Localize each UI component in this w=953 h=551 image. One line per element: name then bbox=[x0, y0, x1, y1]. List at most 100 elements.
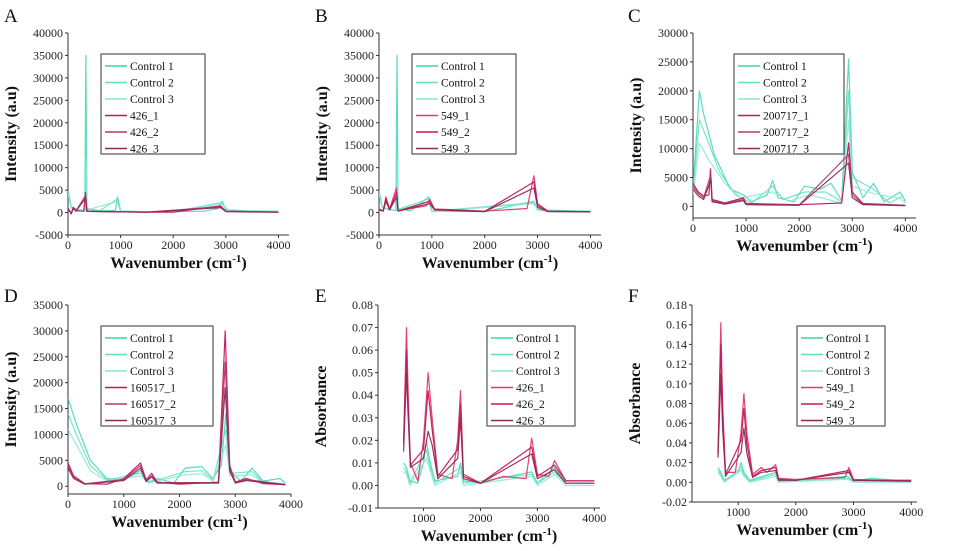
series-line-control-2 bbox=[68, 413, 286, 485]
y-tick-label: 0 bbox=[682, 199, 688, 213]
x-tick-label: 1000 bbox=[109, 238, 133, 252]
legend: Control 1 Control 2 Control 3 426_1 426_2 426… bbox=[486, 325, 576, 428]
series-line-control-3 bbox=[717, 469, 912, 483]
y-tick-label: 0.06 bbox=[666, 416, 687, 430]
y-tick-label: 0.04 bbox=[666, 436, 687, 450]
x-tick-label: 1000 bbox=[420, 238, 444, 252]
legend-label: 160517_1 bbox=[130, 383, 176, 395]
y-tick-label: 10000 bbox=[33, 161, 63, 175]
legend-box bbox=[100, 325, 214, 427]
legend-label: 200717_3 bbox=[763, 144, 809, 156]
y-tick-label: 25000 bbox=[33, 93, 63, 107]
legend-label: Control 1 bbox=[130, 333, 174, 345]
y-tick-label: 0.03 bbox=[352, 411, 373, 425]
y-axis-title: Intensity (a.u) bbox=[628, 77, 645, 173]
legend-label: 426_3 bbox=[516, 416, 545, 428]
x-tick-label: 3000 bbox=[842, 505, 866, 519]
legend-label: 426_3 bbox=[130, 144, 159, 156]
y-tick-label: -0.02 bbox=[662, 495, 687, 509]
legend-box bbox=[796, 325, 886, 427]
y-tick-label: 0 bbox=[57, 206, 63, 220]
x-tick-label: 2000 bbox=[161, 238, 185, 252]
y-axis-title: Absorbance bbox=[627, 363, 644, 445]
x-axis-title: Wavenumber (cm-1) bbox=[736, 236, 872, 255]
x-tick-label: 2000 bbox=[468, 511, 492, 525]
y-tick-label: -5000 bbox=[35, 228, 63, 242]
legend-label: 549_1 bbox=[826, 383, 855, 395]
y-tick-label: 10000 bbox=[658, 142, 688, 156]
x-tick-label: 4000 bbox=[582, 511, 606, 525]
legend-label: 200717_1 bbox=[763, 111, 809, 123]
series-line-200717-3 bbox=[693, 162, 906, 207]
series-line-control-3 bbox=[379, 158, 591, 213]
x-axis-title: Wavenumber (cm-1) bbox=[422, 253, 558, 272]
y-tick-label: 0.02 bbox=[352, 433, 373, 447]
panel-letter: A bbox=[4, 6, 18, 27]
series-line-control-3 bbox=[693, 119, 906, 204]
y-tick-label: 0.08 bbox=[352, 298, 373, 312]
y-tick-label: 10000 bbox=[33, 427, 63, 441]
series-line-control-3 bbox=[68, 429, 286, 485]
x-tick-label: 3000 bbox=[525, 511, 549, 525]
y-tick-label: 20000 bbox=[33, 116, 63, 130]
series-line-426-3 bbox=[403, 372, 595, 484]
y-tick-label: 15000 bbox=[33, 402, 63, 416]
y-tick-label: 30000 bbox=[658, 26, 688, 40]
x-tick-label: 2000 bbox=[473, 238, 497, 252]
x-tick-label: 0 bbox=[690, 221, 696, 235]
x-tick-label: 1000 bbox=[112, 497, 136, 511]
x-tick-label: 3000 bbox=[223, 497, 247, 511]
legend-label: 426_1 bbox=[516, 383, 545, 395]
series-line-control-2 bbox=[693, 90, 906, 204]
legend-label: Control 2 bbox=[763, 78, 807, 90]
legend-box bbox=[411, 53, 517, 155]
y-tick-label: 0.00 bbox=[352, 478, 373, 492]
y-axis-title: Intensity (a.u) bbox=[314, 86, 331, 182]
panel-c: C 0 5000 10000 15000 20000 25000 30000 0 1000 2000… bbox=[628, 6, 917, 255]
x-axis-title: Wavenumber (cm-1) bbox=[736, 520, 872, 539]
x-axis-title: Wavenumber (cm-1) bbox=[110, 253, 246, 272]
legend-label: 549_3 bbox=[826, 416, 855, 428]
legend: Control 1 Control 2 Control 3 549_1 549_2 549… bbox=[796, 325, 886, 428]
y-tick-label: 0.18 bbox=[666, 298, 687, 312]
series-group bbox=[403, 327, 595, 486]
y-tick-label: 5000 bbox=[39, 453, 63, 467]
x-tick-label: 1000 bbox=[734, 221, 758, 235]
y-tick-label: 0.12 bbox=[666, 357, 687, 371]
y-tick-label: 35000 bbox=[33, 298, 63, 312]
legend-label: 549_1 bbox=[441, 111, 470, 123]
legend-label: Control 1 bbox=[130, 61, 174, 73]
panel-d: D 0 5000 10000 15000 20000 25000 30000 35000 0 100… bbox=[3, 286, 303, 531]
y-tick-label: 25000 bbox=[344, 93, 374, 107]
y-tick-label: 0 bbox=[368, 206, 374, 220]
legend-label: Control 2 bbox=[516, 350, 560, 362]
y-tick-label: -0.01 bbox=[348, 501, 373, 515]
x-tick-label: 4000 bbox=[893, 221, 917, 235]
legend-label: Control 3 bbox=[516, 366, 560, 378]
series-line-control-3 bbox=[403, 457, 595, 486]
legend-label: 160517_3 bbox=[130, 416, 176, 428]
series-group bbox=[379, 54, 591, 213]
legend-label: Control 2 bbox=[441, 78, 485, 90]
x-tick-label: 2000 bbox=[787, 221, 811, 235]
legend-box bbox=[733, 53, 845, 155]
y-tick-label: 30000 bbox=[33, 71, 63, 85]
panel-letter: E bbox=[315, 286, 327, 307]
y-tick-label: 15000 bbox=[33, 138, 63, 152]
legend-label: 549_2 bbox=[826, 399, 855, 411]
x-tick-label: 3000 bbox=[526, 238, 550, 252]
y-tick-label: 0.05 bbox=[352, 366, 373, 380]
series-line-160517-3 bbox=[68, 387, 286, 486]
legend-label: 160517_2 bbox=[130, 399, 176, 411]
legend-label: Control 1 bbox=[826, 333, 870, 345]
panel-letter: B bbox=[315, 6, 328, 27]
y-tick-label: 20000 bbox=[33, 376, 63, 390]
legend-label: Control 2 bbox=[130, 350, 174, 362]
panel-letter: D bbox=[4, 286, 18, 307]
y-tick-label: 25000 bbox=[33, 350, 63, 364]
legend-label: Control 1 bbox=[516, 333, 560, 345]
series-line-549-3 bbox=[379, 187, 591, 213]
panel-letter: C bbox=[628, 6, 641, 27]
y-tick-label: 5000 bbox=[350, 183, 374, 197]
